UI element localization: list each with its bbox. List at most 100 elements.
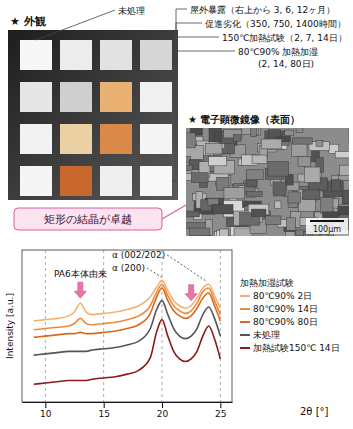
crystal — [302, 190, 319, 200]
sample-tile — [140, 82, 172, 112]
crystal — [246, 170, 263, 180]
tick-label: 15 — [98, 409, 109, 419]
legend-entry: 未処理 — [253, 330, 280, 340]
crystal — [343, 190, 349, 204]
crystal — [268, 161, 289, 176]
tick: 25 — [215, 402, 226, 419]
sample-tile — [100, 40, 132, 70]
y-axis-title: Intensity [a.u.] — [5, 293, 15, 359]
crystal — [275, 201, 281, 209]
crystal — [252, 155, 267, 164]
tick-label: 10 — [40, 409, 52, 419]
crystal — [288, 192, 300, 203]
photo-label: 150℃加熱試験（2, 7, 14日） — [222, 33, 347, 43]
scale-bar-ground — [306, 218, 348, 234]
crystal — [233, 134, 241, 141]
crystal — [246, 192, 262, 197]
crystal — [316, 141, 323, 147]
micrograph-title: ★ 電子顕微鏡像（表面） — [188, 114, 300, 125]
leader-line — [172, 23, 202, 97]
photo-title: ★ 外観 — [10, 15, 46, 28]
photo — [8, 30, 178, 200]
leader-line — [36, 10, 115, 40]
crystal — [189, 228, 210, 235]
series-lines — [34, 280, 221, 384]
crystal — [331, 180, 340, 192]
photo-label: 促進劣化（350, 750, 1400時間） — [205, 19, 346, 29]
arrow — [74, 282, 86, 298]
sample-tile — [100, 166, 132, 196]
crystal — [274, 182, 286, 195]
crystal — [250, 128, 256, 137]
crystal — [251, 209, 266, 216]
grid-line — [162, 250, 163, 402]
sample-tile — [60, 124, 92, 154]
callout-box — [14, 208, 162, 230]
crystal — [335, 151, 349, 157]
crystal — [208, 198, 219, 205]
micrograph: ★ 電子顕微鏡像（表面） 100μm 矩形の結晶が卓越 — [14, 114, 353, 248]
legend-title: 加熱加湿試験 — [240, 278, 294, 288]
annotation-leader — [147, 268, 162, 277]
sample-tile — [100, 82, 132, 112]
leader-line — [172, 9, 187, 55]
photo-label: (2, 14, 80日) — [258, 59, 314, 69]
crystal — [209, 157, 227, 166]
tick: 20 — [157, 402, 169, 419]
crystal — [338, 206, 349, 216]
crystal — [293, 138, 313, 144]
crystal — [339, 165, 349, 175]
sample-tile — [140, 40, 172, 70]
legend-entry: 80℃90% 80日 — [253, 317, 318, 327]
series-line — [34, 301, 221, 355]
photo-label: 未処理 — [118, 6, 145, 16]
x-axis: 10 15 20 25 — [23, 402, 233, 419]
x-axis-title: 2θ [°] — [300, 406, 329, 417]
legend-entry: 80℃90% 2日 — [253, 291, 312, 301]
scale-bar-label: 100μm — [313, 225, 341, 234]
grid-line — [220, 250, 221, 402]
crystal — [191, 173, 208, 183]
sample-tile — [20, 82, 52, 112]
micrograph-image — [186, 128, 349, 236]
legend-entry: 加熱試験150℃ 14日 — [253, 343, 340, 353]
crystal — [285, 130, 294, 136]
crystal — [321, 197, 333, 213]
crystal — [186, 222, 205, 228]
micrograph-ground — [186, 128, 349, 236]
tick-mark — [220, 402, 221, 408]
scale-bar — [310, 220, 344, 222]
crystal — [299, 198, 316, 212]
sample-tile — [140, 166, 172, 196]
crystal — [266, 216, 281, 225]
legend: 加熱加湿試験 80℃90% 2日 80℃90% 14日 80℃90% 80日未処理加熱… — [240, 278, 340, 353]
crystal — [234, 228, 253, 236]
annotation-leader — [167, 255, 206, 281]
crystal — [209, 128, 222, 142]
sample-tile — [60, 40, 92, 70]
callout-text: 矩形の結晶が卓越 — [44, 213, 132, 226]
sample-tile — [60, 166, 92, 196]
annotation: PA6本体由来 — [54, 269, 107, 279]
sample-tile — [20, 166, 52, 196]
sample-tile — [100, 124, 132, 154]
crystal — [304, 167, 320, 182]
tick-mark — [45, 402, 46, 408]
series-line — [34, 320, 221, 385]
tick: 10 — [40, 402, 52, 419]
plot-frame — [22, 250, 232, 402]
chart: 10152025Intensity [a.u.]2θ [°]α (002/202… — [5, 250, 340, 419]
tick-mark — [162, 402, 163, 408]
sample-tile — [140, 124, 172, 154]
legend-swatch — [240, 334, 250, 336]
crystal — [186, 133, 195, 148]
crystal — [287, 218, 296, 230]
grid-line — [45, 250, 46, 402]
legend-entry: 80℃90% 14日 — [253, 304, 318, 314]
sample-tile — [20, 124, 52, 154]
tick: 15 — [98, 402, 109, 419]
crystal — [246, 180, 257, 187]
legend-swatch — [240, 308, 250, 310]
crystal — [261, 139, 281, 149]
photo-label: 80℃90% 加熱加湿 — [238, 47, 318, 57]
